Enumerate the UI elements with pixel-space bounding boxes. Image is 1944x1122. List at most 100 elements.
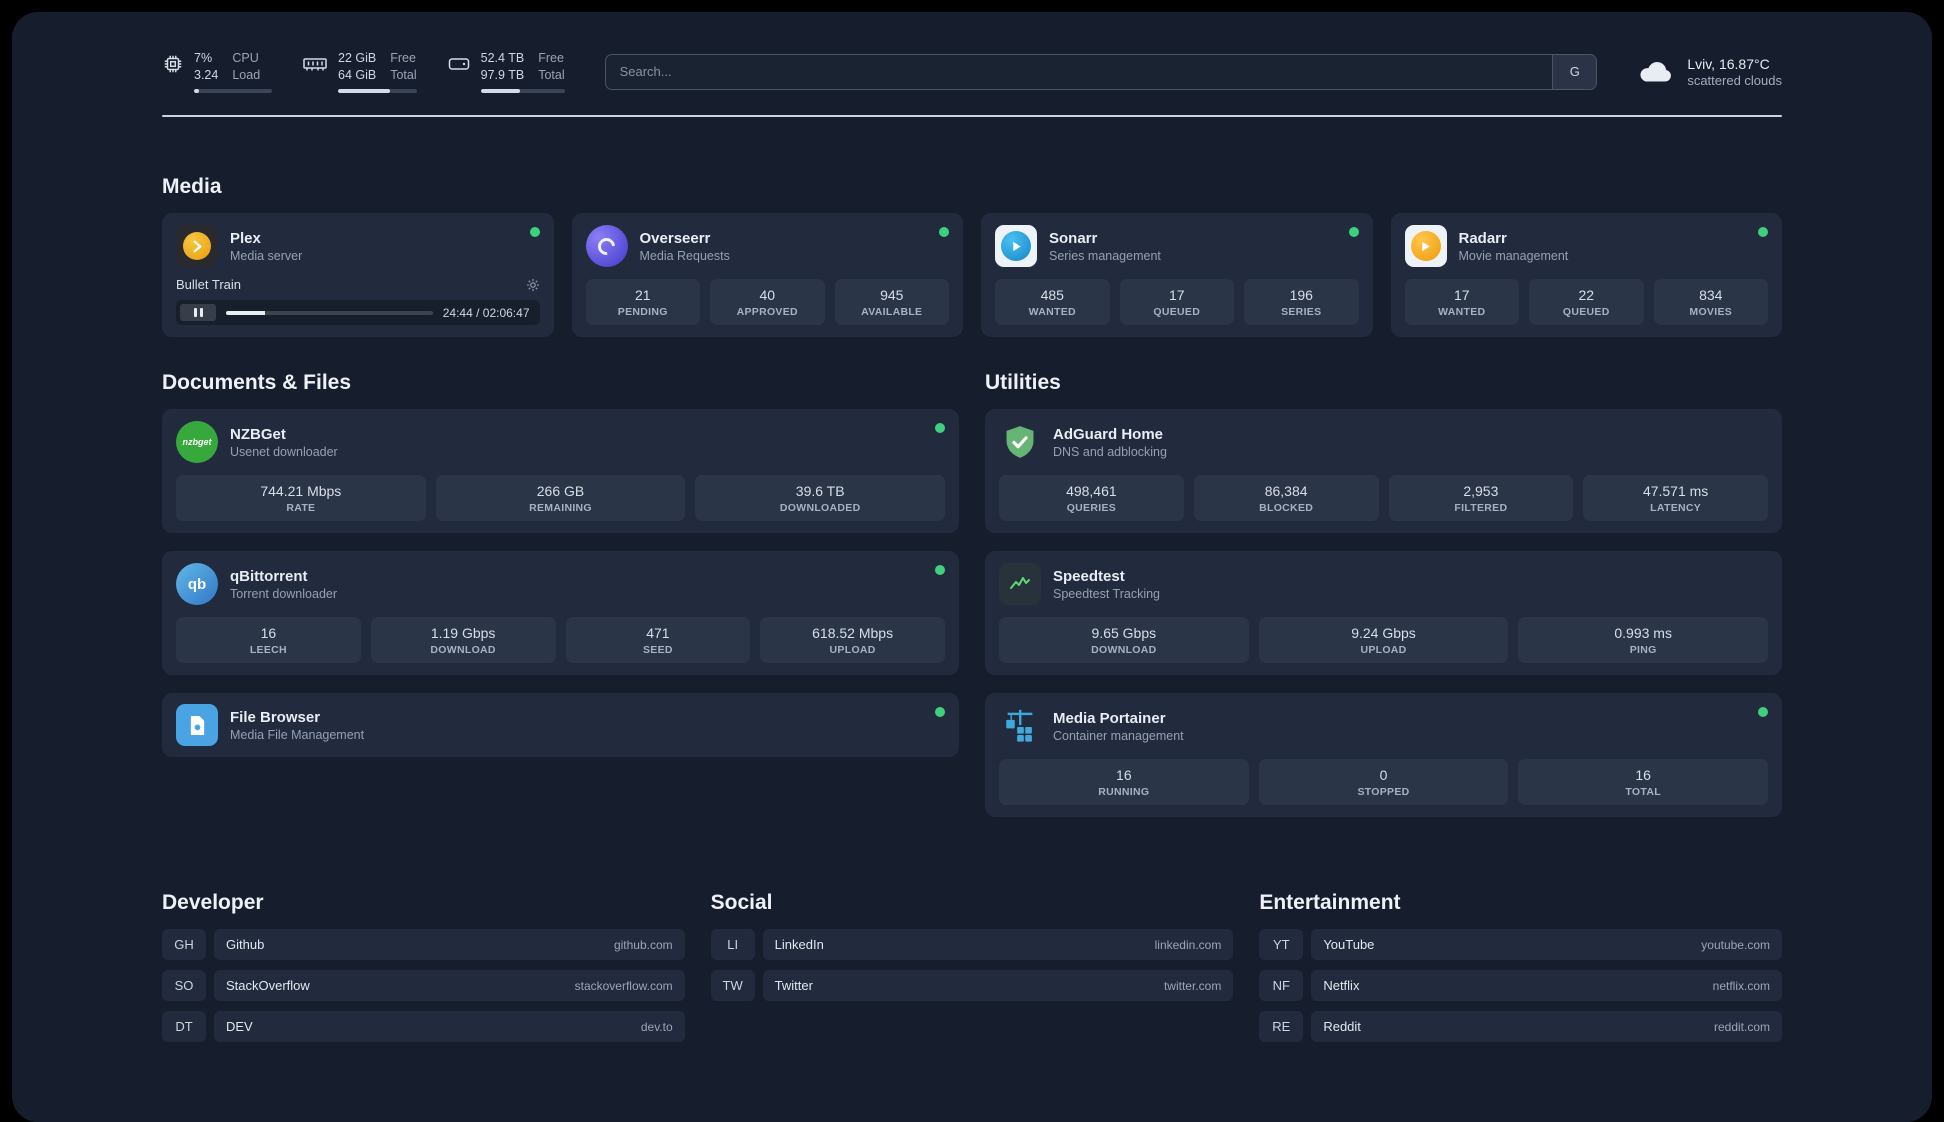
- stat-label: STOPPED: [1357, 786, 1410, 798]
- stat-value: 9.65 Gbps: [1091, 625, 1157, 641]
- media-section-title: Media: [162, 175, 222, 198]
- stat-value: 47.571 ms: [1642, 483, 1709, 499]
- stat-value: 17: [1168, 287, 1185, 303]
- playback-progress-bar[interactable]: [226, 310, 433, 315]
- nzbget-name: NZBGet: [230, 425, 286, 443]
- gear-icon[interactable]: [526, 278, 540, 292]
- search-provider-button[interactable]: G: [1552, 54, 1597, 89]
- bookmark-abbr[interactable]: DT: [162, 1011, 206, 1042]
- search-input[interactable]: [605, 54, 1553, 89]
- bookmark-row: GH Github github.com: [162, 929, 685, 960]
- stat-tile: 39.6 TB DOWNLOADED: [695, 475, 946, 521]
- stat-value: 618.52 Mbps: [812, 625, 894, 641]
- cpu-usage-value: 7%: [194, 51, 213, 65]
- plex-card[interactable]: Plex Media server Bullet Train: [162, 213, 554, 337]
- dashboard-panel: 7% 3.24 CPU Load: [12, 12, 1932, 1122]
- stat-tile: 945 AVAILABLE: [834, 279, 949, 325]
- memory-total-label: Total: [390, 68, 417, 82]
- bookmark-row: SO StackOverflow stackoverflow.com: [162, 970, 685, 1001]
- stat-value: 16: [1635, 767, 1651, 783]
- social-section-title: Social: [710, 891, 773, 914]
- memory-widget: 22 GiB 64 GiB Free Total: [302, 50, 417, 93]
- bookmark-abbr[interactable]: YT: [1259, 929, 1304, 960]
- disk-total-label: Total: [538, 68, 565, 82]
- bookmark-row: TW Twitter twitter.com: [710, 970, 1234, 1001]
- stat-value: 86,384: [1264, 483, 1308, 499]
- stat-tile: 86,384 BLOCKED: [1193, 475, 1379, 521]
- radarr-card[interactable]: Radarr Movie management 17 WANTED 22 QUE…: [1390, 213, 1782, 337]
- bookmark-abbr[interactable]: RE: [1259, 1011, 1304, 1042]
- bookmark-abbr[interactable]: LI: [710, 929, 755, 960]
- stat-label: REMAINING: [529, 502, 592, 514]
- stat-label: QUERIES: [1066, 502, 1117, 514]
- top-bar: 7% 3.24 CPU Load: [162, 50, 1782, 93]
- speedtest-card[interactable]: Speedtest Speedtest Tracking 9.65 Gbps D…: [985, 551, 1782, 675]
- stat-tile: 834 MOVIES: [1653, 279, 1768, 325]
- stat-label: QUEUED: [1153, 306, 1201, 318]
- stat-label: RUNNING: [1098, 786, 1150, 798]
- qbittorrent-card[interactable]: qb qBittorrent Torrent downloader 16 LEE…: [162, 551, 959, 675]
- bookmark-link-youtube[interactable]: YouTube youtube.com: [1311, 929, 1782, 960]
- stat-tile: 2,953 FILTERED: [1388, 475, 1574, 521]
- filebrowser-card[interactable]: File Browser Media File Management: [162, 693, 959, 757]
- cpu-widget: 7% 3.24 CPU Load: [162, 50, 272, 93]
- bookmark-abbr[interactable]: GH: [162, 929, 206, 960]
- stat-value: 22: [1578, 287, 1595, 303]
- stat-label: DOWNLOAD: [1091, 644, 1157, 656]
- sonarr-card[interactable]: Sonarr Series management 485 WANTED 17 Q…: [981, 213, 1373, 337]
- portainer-name: Media Portainer: [1053, 709, 1166, 727]
- speedtest-name: Speedtest: [1053, 567, 1125, 585]
- weather-location: Lviv, 16.87°C: [1687, 55, 1770, 72]
- stat-label: SEED: [642, 644, 673, 656]
- pause-button[interactable]: [180, 304, 216, 321]
- overseerr-card[interactable]: Overseerr Media Requests 21 PENDING 40 A…: [571, 213, 963, 337]
- overseerr-subtitle: Media Requests: [639, 248, 730, 263]
- bookmark-abbr[interactable]: NF: [1259, 970, 1304, 1001]
- cpu-label: CPU: [232, 51, 259, 65]
- adguard-icon: [999, 421, 1041, 463]
- bookmark-abbr[interactable]: SO: [162, 970, 206, 1001]
- bookmark-link-linkedin[interactable]: LinkedIn linkedin.com: [762, 929, 1234, 960]
- filebrowser-icon: [176, 704, 218, 746]
- adguard-name: AdGuard Home: [1053, 425, 1164, 443]
- qbittorrent-subtitle: Torrent downloader: [230, 586, 338, 601]
- stat-tile: 17 WANTED: [1404, 279, 1519, 325]
- stat-label: PENDING: [617, 306, 668, 318]
- documents-section-title: Documents & Files: [162, 371, 352, 394]
- bookmark-link-reddit[interactable]: Reddit reddit.com: [1311, 1011, 1782, 1042]
- bookmark-link-dev[interactable]: DEV dev.to: [214, 1011, 685, 1042]
- stat-value: 39.6 TB: [795, 483, 845, 499]
- bookmark-link-stackoverflow[interactable]: StackOverflow stackoverflow.com: [214, 970, 685, 1001]
- stat-value: 16: [1116, 767, 1132, 783]
- stat-value: 471: [646, 625, 670, 641]
- portainer-card[interactable]: Media Portainer Container management 16 …: [985, 693, 1782, 817]
- stat-label: SERIES: [1281, 306, 1322, 318]
- bookmark-link-netflix[interactable]: Netflix netflix.com: [1311, 970, 1782, 1001]
- stat-value: 17: [1453, 287, 1470, 303]
- stat-value: 0: [1379, 767, 1388, 783]
- stat-label: MOVIES: [1689, 306, 1733, 318]
- stat-tile: 0.993 ms PING: [1518, 617, 1769, 663]
- stat-tile: 9.65 Gbps DOWNLOAD: [999, 617, 1249, 663]
- stat-value: 40: [759, 287, 776, 303]
- nzbget-card[interactable]: nzbget NZBGet Usenet downloader 744.21 M…: [162, 409, 959, 533]
- bookmarks-developer: Developer GH Github github.com SO StackO…: [162, 891, 685, 1052]
- section-documents: Documents & Files nzbget NZBGet Usenet d…: [162, 371, 959, 835]
- bookmark-link-twitter[interactable]: Twitter twitter.com: [762, 970, 1234, 1001]
- bookmark-link-github[interactable]: Github github.com: [214, 929, 685, 960]
- developer-section-title: Developer: [162, 891, 264, 914]
- memory-free-label: Free: [390, 51, 416, 65]
- stat-value: 498,461: [1066, 483, 1117, 499]
- weather-widget: Lviv, 16.87°C scattered clouds: [1637, 56, 1782, 88]
- adguard-card[interactable]: AdGuard Home DNS and adblocking 498,461 …: [985, 409, 1782, 533]
- cpu-chip-icon: [162, 53, 184, 75]
- stat-tile: 17 QUEUED: [1119, 279, 1234, 325]
- stat-label: WANTED: [1028, 306, 1076, 318]
- stat-tile: 47.571 ms LATENCY: [1583, 475, 1768, 521]
- radarr-name: Radarr: [1458, 229, 1507, 247]
- stat-tile: 498,461 QUERIES: [999, 475, 1184, 521]
- stat-tile: 618.52 Mbps UPLOAD: [760, 617, 945, 663]
- bookmark-abbr[interactable]: TW: [710, 970, 755, 1001]
- plex-subtitle: Media server: [230, 248, 303, 263]
- stat-label: UPLOAD: [829, 644, 876, 656]
